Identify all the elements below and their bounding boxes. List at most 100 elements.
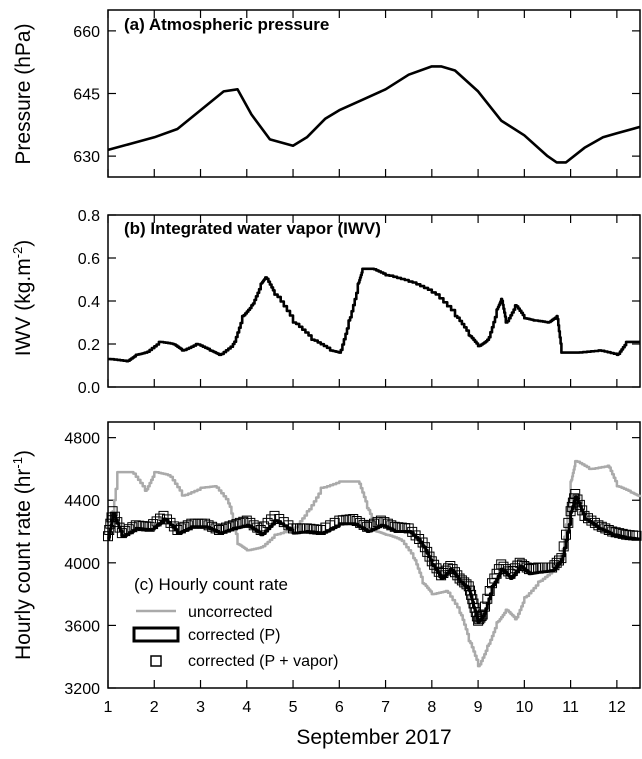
plot-frame xyxy=(107,214,641,388)
marker-point xyxy=(144,521,155,532)
panel-title: (b) Integrated water vapor (IWV) xyxy=(124,219,381,238)
marker-point xyxy=(107,506,118,517)
marker-point xyxy=(358,519,369,530)
marker-point xyxy=(175,523,186,534)
marker-point xyxy=(572,494,583,505)
marker-point xyxy=(475,612,486,623)
y-tick-label: 645 xyxy=(73,87,100,104)
marks-group xyxy=(108,267,640,363)
x-tick-label: 3 xyxy=(196,699,205,716)
marker-point xyxy=(593,520,604,531)
marker-point xyxy=(355,517,366,528)
y-tick-label: 630 xyxy=(73,149,100,166)
marker-point xyxy=(127,522,138,533)
panel-iwv: (b) Integrated water vapor (IWV) IWV (kg… xyxy=(10,208,641,397)
marker-point xyxy=(558,541,569,552)
x-axis-title: September 2017 xyxy=(296,726,451,749)
marker-point xyxy=(210,523,221,534)
x-tick-label: 5 xyxy=(289,699,298,716)
y-tick-label: 0.2 xyxy=(78,337,100,354)
legend-label-uncorrected: uncorrected xyxy=(188,604,273,621)
marker-point xyxy=(375,515,386,526)
marker-point xyxy=(596,521,607,532)
marker-point xyxy=(155,513,165,524)
marker-point xyxy=(407,526,418,537)
y-tick-label: 4800 xyxy=(64,431,100,448)
marker-point xyxy=(252,522,263,533)
marker-point xyxy=(362,521,373,532)
marker-point xyxy=(365,520,376,531)
marker-point xyxy=(484,586,495,596)
y-axis-title: Pressure (hPa) xyxy=(12,23,35,164)
marker-point xyxy=(112,517,123,528)
marker-point xyxy=(179,521,190,532)
marker-point xyxy=(151,516,162,527)
marker-point xyxy=(617,528,628,539)
marker-point xyxy=(379,517,390,528)
marker-point xyxy=(610,527,621,538)
x-tick-label: 10 xyxy=(515,699,533,716)
marker-point xyxy=(556,553,567,564)
y-axis-title-close: ) xyxy=(12,450,35,457)
marker-point xyxy=(410,530,421,541)
y-tick-label: 0.8 xyxy=(78,208,100,225)
marker-point xyxy=(168,521,179,532)
x-tick-label: 2 xyxy=(150,699,159,716)
marker-point xyxy=(351,516,362,526)
marker-point xyxy=(158,510,169,521)
panel-title: (a) Atmospheric pressure xyxy=(124,15,329,34)
marker-point xyxy=(104,525,115,535)
marker-point xyxy=(172,525,183,535)
x-tick-label: 12 xyxy=(608,699,626,716)
x-tick-label: 1 xyxy=(104,699,113,716)
y-axis-title-sup: -1 xyxy=(10,457,25,469)
marker-point xyxy=(386,520,397,531)
marker-point xyxy=(577,505,588,516)
marker-point xyxy=(238,516,249,527)
marker-point xyxy=(348,514,359,524)
marker-point xyxy=(234,517,245,528)
marks-group xyxy=(107,65,641,164)
marker-point xyxy=(266,514,277,525)
marker-point xyxy=(227,520,238,531)
marker-point xyxy=(561,529,571,540)
marker-point xyxy=(123,524,134,535)
marker-point xyxy=(259,521,270,532)
y-tick-label: 4000 xyxy=(64,556,100,573)
y-tick-label: 0.6 xyxy=(78,251,100,268)
marker-point xyxy=(403,523,414,534)
y-axis-title: IWV (kg.m-2) xyxy=(10,240,35,357)
marker-point xyxy=(120,526,131,537)
x-tick-label: 6 xyxy=(335,699,344,716)
y-axis-title-main: IWV (kg.m xyxy=(12,258,35,356)
marker-point xyxy=(369,518,379,529)
marker-point xyxy=(221,522,231,533)
marker-point xyxy=(600,523,611,534)
marker-point xyxy=(207,521,218,532)
legend-label-corrected-p: corrected (P) xyxy=(188,627,280,644)
legend-swatch-corrected-p xyxy=(132,626,180,643)
marker-point xyxy=(200,518,211,529)
panel-pressure: (a) Atmospheric pressure Pressure (hPa) … xyxy=(12,9,641,178)
y-axis-title-main: Hourly count rate (hr xyxy=(12,469,35,660)
marker-point xyxy=(203,520,214,531)
x-tick-label: 7 xyxy=(381,699,390,716)
y-axis-title: Hourly count rate (hr-1) xyxy=(10,450,35,660)
marker-point xyxy=(182,520,193,531)
marker-point xyxy=(414,534,425,544)
y-axis-title-close: ) xyxy=(12,240,35,247)
x-tick-label: 9 xyxy=(474,699,483,716)
x-tick-label: 8 xyxy=(427,699,436,716)
marker-point xyxy=(103,531,113,542)
marker-point xyxy=(554,555,564,566)
y-tick-label: 4400 xyxy=(64,493,100,510)
y-axis-title-sup: -2 xyxy=(10,247,25,259)
y-tick-label: 0.0 xyxy=(78,380,100,397)
legend-label-corrected-pv: corrected (P + vapor) xyxy=(188,653,338,670)
marker-point xyxy=(162,514,172,525)
legend-title: (c) Hourly count rate xyxy=(134,575,288,594)
marks-group xyxy=(103,459,642,668)
x-tick-label: 4 xyxy=(242,699,251,716)
